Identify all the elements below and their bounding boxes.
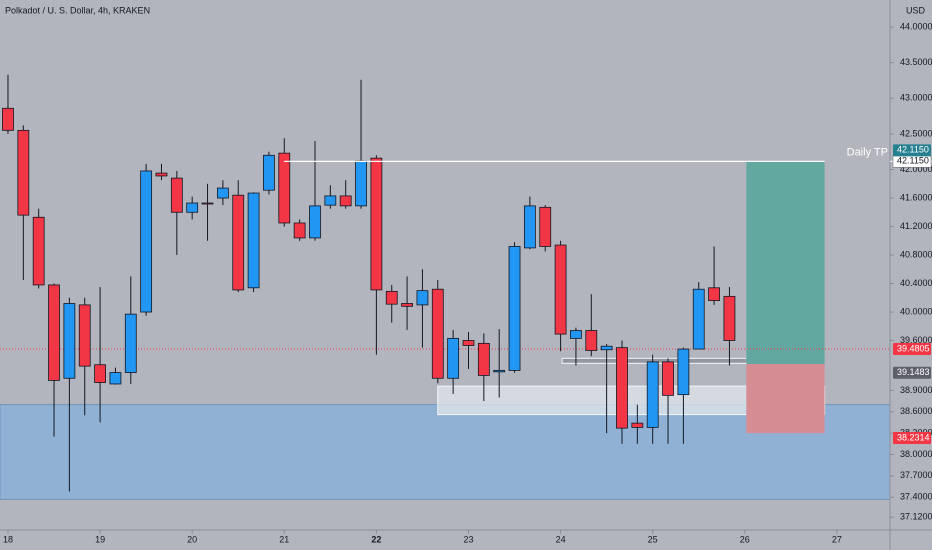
y-tick-label: 38.9000 (900, 385, 932, 395)
candle-body (631, 422, 644, 428)
y-tick-label: 40.0000 (900, 306, 932, 316)
y-tick-label: 43.0000 (900, 93, 932, 103)
price-label: 39.4805 (897, 343, 930, 353)
price-label-box (893, 343, 931, 356)
x-tick-label: 19 (95, 534, 105, 544)
candle-body (600, 345, 613, 351)
x-tick-label: 24 (556, 534, 566, 544)
y-tick-label: 38.6000 (900, 406, 932, 416)
loss-zone (746, 364, 825, 434)
candle-body (355, 160, 367, 207)
candle-body (462, 340, 475, 346)
candle-body (309, 205, 321, 239)
price-label: 39.1483 (897, 367, 930, 377)
chart-title: Polkadot / U. S. Dollar, 4h, KRAKEN (5, 5, 150, 15)
candle-body (32, 216, 45, 286)
candle-body (692, 288, 705, 350)
candle-body (263, 154, 275, 191)
candle-body (109, 372, 122, 385)
candle-body (94, 364, 106, 383)
candle-body (723, 295, 736, 341)
profit-zone (746, 161, 825, 365)
candle-body (447, 337, 460, 379)
zone (0, 404, 891, 500)
y-tick-label: 39.6000 (900, 335, 932, 345)
candle-body (493, 370, 506, 373)
candle-body (477, 342, 490, 376)
candle-body (216, 187, 229, 199)
y-tick-label: 37.7000 (900, 470, 932, 480)
candle-body (570, 330, 582, 339)
level-label: 42.1150 (897, 156, 929, 166)
plot (0, 74, 891, 500)
x-tick-label: 26 (740, 534, 750, 544)
price-label: 42.1150 (897, 145, 929, 155)
level-name: Daily TP (847, 146, 888, 158)
candle-body (247, 192, 260, 289)
candle-body (78, 304, 91, 367)
candle-body (662, 361, 674, 396)
y-tick-label: 37.4000 (900, 492, 932, 502)
candle-body (17, 129, 30, 216)
candle-body (278, 152, 291, 224)
candle-body (155, 172, 168, 177)
candle-body (324, 195, 337, 206)
y-tick-label: 41.6000 (900, 192, 932, 202)
candle-body (431, 288, 444, 379)
candle-body (616, 347, 628, 429)
x-tick-label: 20 (187, 534, 197, 544)
candle-body (677, 348, 690, 396)
candle-body (63, 303, 76, 379)
candle-body (416, 290, 429, 306)
candle-body (554, 244, 567, 335)
candle-body (140, 170, 153, 313)
candle-body (293, 222, 306, 239)
y-tick-label: 40.8000 (900, 249, 932, 259)
y-tick-label: 43.5000 (900, 57, 932, 67)
x-tick-label: 18 (3, 534, 13, 544)
x-tick-label: 23 (463, 534, 473, 544)
candle-body (2, 107, 14, 131)
candle-body (401, 303, 413, 307)
candle-body (201, 202, 214, 205)
price-label-box (893, 366, 931, 379)
y-tick-label: 42.5000 (900, 128, 932, 138)
price-label-box (893, 144, 931, 157)
y-tick-label: 42.0000 (900, 164, 932, 174)
y-tick-label: 38.0000 (900, 449, 932, 459)
candle-body (232, 194, 245, 291)
currency-label: USD (906, 5, 926, 15)
candle-body (370, 157, 383, 291)
x-tick-label: 22 (371, 534, 381, 544)
x-tick-label: 27 (832, 534, 842, 544)
candle-body (48, 284, 60, 381)
y-tick-label: 44.0000 (900, 21, 932, 31)
candle-body (124, 313, 137, 373)
y-tick-label: 37.1200 (900, 512, 932, 522)
y-tick-label: 41.2000 (900, 221, 932, 231)
x-tick-label: 21 (279, 534, 289, 544)
candle-body (186, 202, 199, 213)
price-label: 38.2314 (897, 432, 930, 442)
candle-body (339, 195, 352, 207)
price-label-box (893, 432, 931, 445)
x-tick-label: 25 (648, 534, 658, 544)
y-tick-label: 40.4000 (900, 278, 932, 288)
candle-body (539, 206, 552, 247)
candle-body (508, 246, 521, 371)
candle-body (385, 290, 398, 305)
candle-body (646, 361, 659, 428)
candle-body (523, 205, 536, 249)
candle-body (170, 177, 183, 213)
candle-body (585, 330, 598, 351)
candle-body (708, 287, 720, 302)
